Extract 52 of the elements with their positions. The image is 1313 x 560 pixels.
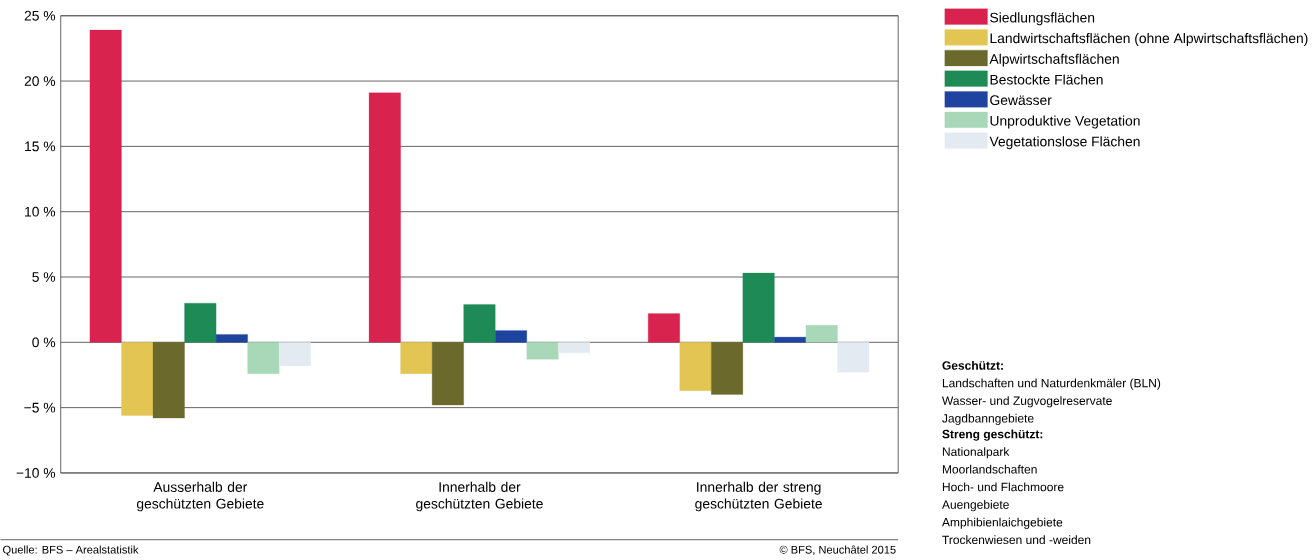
- legend-label: Siedlungsflächen: [990, 12, 1095, 26]
- bar: [89, 29, 122, 343]
- bar: [679, 342, 712, 391]
- bar: [558, 342, 590, 353]
- bar: [837, 342, 870, 373]
- bar: [184, 302, 217, 343]
- y-tick-label: 10 %: [25, 206, 56, 217]
- text: Trockenwiesen und -weiden: [942, 535, 1091, 545]
- bar: [495, 330, 527, 343]
- legend-label: Unproduktive Vegetation: [990, 115, 1140, 129]
- bar: [742, 272, 775, 343]
- y-tick-label: 5 %: [32, 272, 56, 282]
- text: Geschützt:: [942, 360, 1003, 370]
- legend-label: Alpwirtschaftsflächen: [989, 53, 1119, 67]
- text: Hoch- und Flachmoore: [942, 482, 1064, 492]
- y-tick-label: −10 %: [16, 467, 56, 478]
- legend-label: Gewässer: [990, 95, 1052, 105]
- bar: [368, 92, 401, 343]
- y-tick-label: 20 %: [24, 76, 56, 86]
- bar: [648, 313, 680, 343]
- legend-label: Landwirtschaftsflächen (ohne Alpwirtschaftsflächen): [990, 32, 1308, 46]
- text: © BFS, Neuchâtel 2015: [779, 545, 896, 555]
- text: Jagdbanngebiete: [942, 413, 1034, 425]
- bar: [279, 342, 311, 366]
- x-tick-label: Innerhalb der geschützten Gebiete: [416, 481, 543, 512]
- legend-label: Vegetationslose Flächen: [989, 136, 1140, 150]
- y-tick-label: 25 %: [24, 10, 56, 21]
- legend-label: Bestockte Flächen: [990, 74, 1103, 85]
- bar: [247, 342, 280, 374]
- bar: [121, 342, 154, 416]
- source-note: Quelle: BFS – Arealstatistik: [3, 545, 139, 556]
- x-tick-label: Innerhalb der streng geschützten Gebiete: [695, 481, 822, 512]
- text: Moorlandschaften: [942, 464, 1037, 474]
- bar: [711, 342, 743, 395]
- bar: [463, 304, 496, 343]
- text: Amphibienlaichgebiete: [941, 517, 1063, 529]
- y-tick-label: 15 %: [25, 141, 56, 152]
- bar: [215, 334, 248, 343]
- y-tick-label: 0 %: [32, 337, 56, 348]
- bar: [432, 342, 464, 406]
- bar: [400, 342, 433, 374]
- bar: [526, 342, 559, 360]
- text: Wasser- und Zugvogelreservate: [942, 396, 1112, 408]
- bar: [805, 325, 838, 343]
- y-tick-label: −5 %: [24, 402, 56, 413]
- text: Streng geschützt:: [942, 429, 1043, 441]
- text: Auengebiete: [941, 499, 1009, 512]
- text: Landschaften und Naturdenkmäler (BLN): [942, 378, 1161, 390]
- x-tick-label: Ausserhalb der geschützten Gebiete: [136, 481, 264, 512]
- text: Nationalpark: [942, 447, 1010, 459]
- bar: [152, 342, 185, 419]
- bar: [774, 336, 807, 343]
